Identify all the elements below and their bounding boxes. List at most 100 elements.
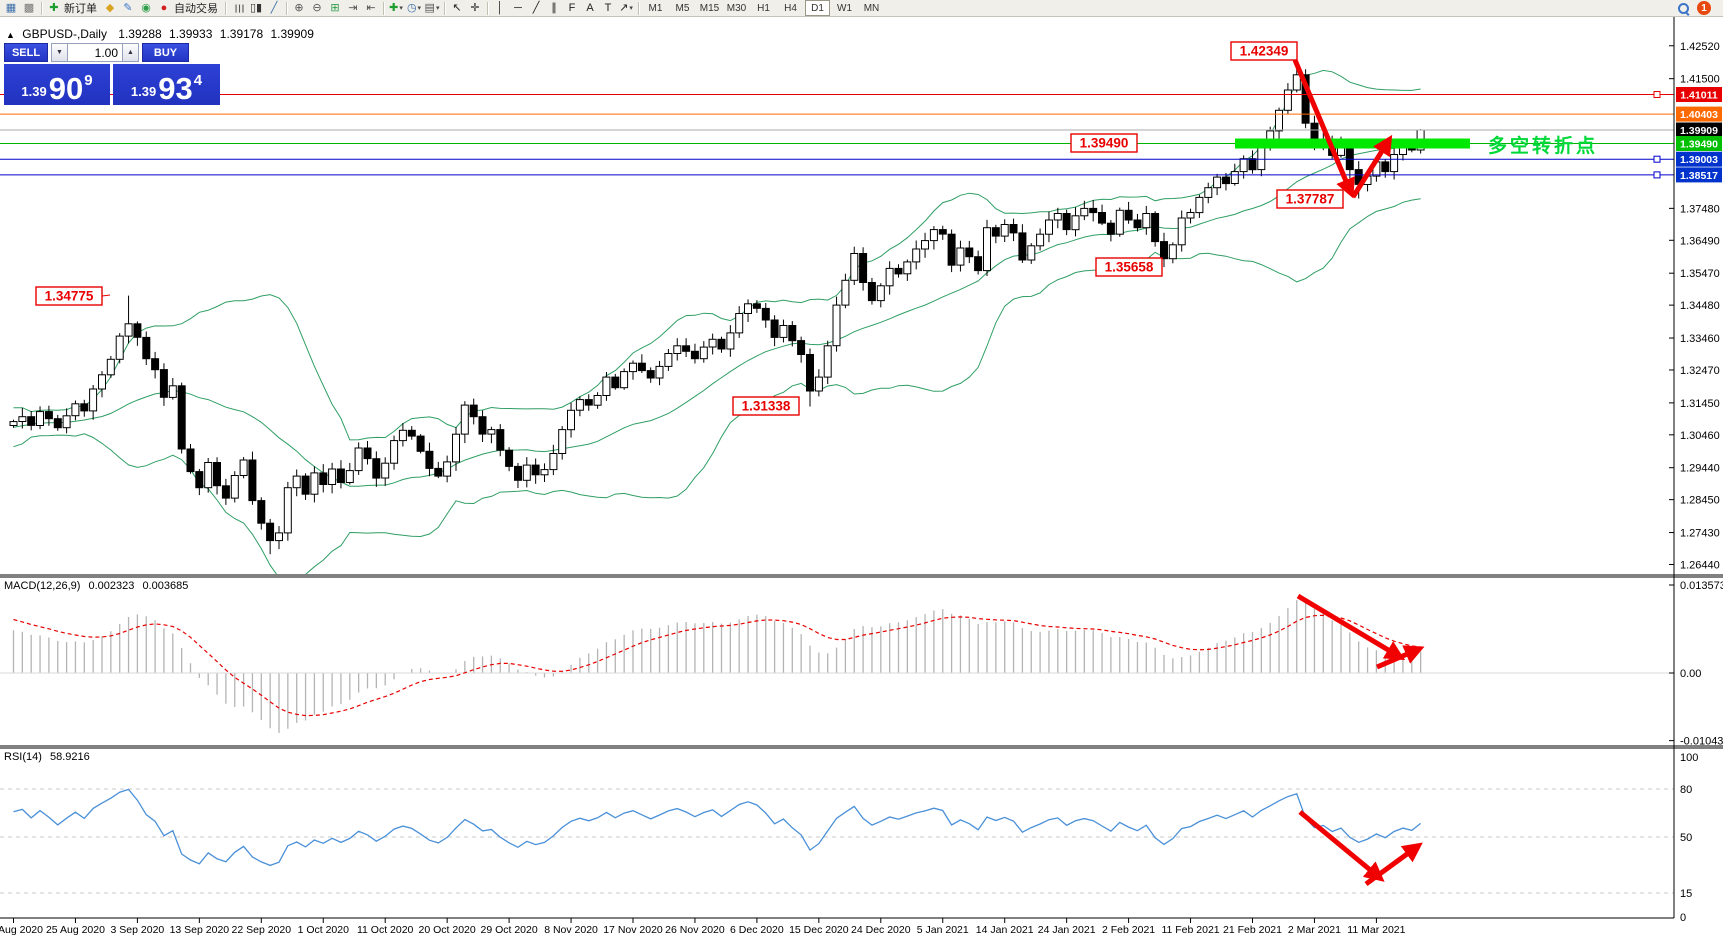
svg-text:1.30460: 1.30460 [1680, 430, 1720, 442]
sell-button[interactable]: SELL [4, 43, 48, 62]
new-chart-icon[interactable]: ▦ [5, 1, 17, 14]
timeframe-w1[interactable]: W1 [837, 2, 852, 14]
volume-input[interactable]: 1.00 [68, 43, 122, 62]
fibonacci-icon[interactable]: F [568, 1, 576, 14]
horizontal-level-lines[interactable]: 1.41011 1.40403 1.39909 1.39490 1.39003 1.385… [0, 87, 1722, 183]
support-zone[interactable] [1235, 138, 1470, 149]
buy-price-point: 4 [193, 72, 203, 89]
toolbar-separator [286, 1, 287, 15]
toolbar: ▦ ▩ ✚ 新订单 ◆ ✎ ◉ ● 自动交易 ☰ ▯▮ ╱ ⊕ ⊖ ⊞ ⇥ ⇤ ✚ ▾ ◷ ▾ ▤ ▾ ↖ ✛ │ ─ ╱ ∥ F A T ↗ ▾… [0, 0, 1723, 17]
svg-text:1.42349: 1.42349 [1240, 44, 1289, 59]
timeframe-h4[interactable]: H4 [784, 2, 797, 14]
chart-shift-icon[interactable]: ⇤ [366, 1, 376, 14]
bollinger-bands [13, 69, 1421, 574]
svg-text:11 Oct 2020: 11 Oct 2020 [357, 924, 414, 936]
autotrading-icon[interactable]: ● [160, 1, 168, 14]
panel-dividers[interactable] [0, 17, 1723, 919]
candlestick-icon[interactable]: ▯▮ [249, 1, 263, 14]
toolbar-separator [383, 1, 384, 15]
buy-price-figure: 1.39 [130, 84, 157, 99]
timeframe-h1[interactable]: H1 [757, 2, 770, 14]
svg-text:14 Jan 2021: 14 Jan 2021 [976, 924, 1034, 936]
buy-button[interactable]: BUY [142, 43, 189, 62]
svg-text:1.40403: 1.40403 [1680, 109, 1718, 121]
candles [9, 51, 1425, 555]
macd-signal-value: 0.003685 [142, 580, 189, 592]
crosshair-icon[interactable]: ✛ [470, 1, 480, 14]
timeframe-m30[interactable]: M30 [726, 2, 747, 14]
svg-text:0: 0 [1680, 912, 1686, 924]
svg-text:0.00: 0.00 [1680, 668, 1701, 680]
community-icon[interactable]: ✎ [123, 1, 133, 14]
price-drop-arrow[interactable] [1292, 59, 1355, 199]
zone-note-text[interactable]: 多空转折点 [1488, 136, 1599, 157]
metaeditor-icon[interactable]: ◆ [105, 1, 115, 14]
timeframe-mn[interactable]: MN [863, 2, 880, 14]
periods-icon[interactable]: ◷ ▾ [406, 1, 422, 14]
toolbar-separator [41, 1, 42, 15]
volume-decrease-button[interactable]: ▼ [51, 43, 68, 62]
collapse-triangle-icon[interactable]: ▲ [6, 30, 15, 40]
svg-text:1 Oct 2020: 1 Oct 2020 [298, 924, 350, 936]
autotrading-label[interactable]: 自动交易 [174, 3, 218, 15]
macd-drop-arrow[interactable] [1296, 593, 1406, 661]
text-icon[interactable]: A [586, 1, 594, 14]
svg-text:3 Sep 2020: 3 Sep 2020 [111, 924, 165, 936]
volume-increase-button[interactable]: ▲ [122, 43, 139, 62]
trend-arrows[interactable] [1292, 59, 1425, 887]
horizontal-line-icon[interactable]: ─ [514, 1, 522, 14]
svg-text:24 Jan 2021: 24 Jan 2021 [1038, 924, 1096, 936]
zoom-in-icon[interactable]: ⊕ [294, 1, 304, 14]
price-axis: 1.42520 1.41500 1.37480 1.36490 1.35470 1.344… [1669, 41, 1720, 571]
svg-text:1.27430: 1.27430 [1680, 528, 1720, 540]
svg-text:11 Mar 2021: 11 Mar 2021 [1347, 924, 1405, 936]
macd-histogram [0, 600, 1674, 733]
chevron-down-icon: ▾ [399, 4, 403, 12]
timeframe-toolbar: M1 M5 M15 M30 H1 H4 D1 W1 MN [642, 0, 885, 16]
svg-text:1.35658: 1.35658 [1105, 260, 1154, 275]
arrows-tool-icon[interactable]: ↗ ▾ [619, 1, 633, 14]
tile-windows-icon[interactable]: ⊞ [330, 1, 340, 14]
timeframe-m15[interactable]: M15 [699, 2, 720, 14]
price-callouts[interactable]: 1.347751.313381.356581.377871.423491.394… [35, 41, 1344, 416]
auto-scroll-icon[interactable]: ⇥ [348, 1, 358, 14]
trendline-icon[interactable]: ╱ [532, 1, 540, 14]
macd-rebound-arrow[interactable] [1376, 645, 1425, 670]
rsi-value: 58.9216 [49, 751, 90, 763]
cursor-icon[interactable]: ↖ [452, 1, 462, 14]
indicators-icon[interactable]: ✚ ▾ [389, 1, 403, 14]
rsi-drop-arrow[interactable] [1298, 810, 1385, 882]
svg-text:6 Dec 2020: 6 Dec 2020 [730, 924, 784, 936]
new-order-icon[interactable]: ✚ [49, 1, 59, 14]
timeframe-d1[interactable]: D1 [805, 0, 830, 16]
signals-icon[interactable]: ◉ [141, 1, 151, 14]
svg-text:24 Dec 2020: 24 Dec 2020 [851, 924, 911, 936]
sell-price-figure: 1.39 [21, 84, 47, 99]
buy-price[interactable]: 1.39 93 4 [113, 64, 220, 105]
equidistant-channel-icon[interactable]: ∥ [551, 1, 557, 14]
chevron-down-icon: ▾ [417, 4, 422, 12]
price-rebound-arrow[interactable] [1350, 134, 1393, 199]
vertical-line-icon[interactable]: │ [496, 1, 504, 14]
svg-text:0.013573: 0.013573 [1680, 580, 1723, 592]
svg-text:50: 50 [1680, 832, 1692, 844]
text-label-icon[interactable]: T [604, 1, 612, 14]
symbol-period: GBPUSD-,Daily [22, 27, 107, 41]
line-chart-icon[interactable]: ╱ [270, 1, 278, 14]
ohlc-close: 1.39909 [270, 27, 314, 41]
svg-text:13 Sep 2020: 13 Sep 2020 [170, 924, 230, 936]
timeframe-m5[interactable]: M5 [675, 2, 690, 14]
toolbar-separator [444, 1, 445, 15]
timeframe-m1[interactable]: M1 [648, 2, 663, 14]
data-window-icon[interactable]: ▩ [23, 1, 35, 14]
zoom-out-icon[interactable]: ⊖ [312, 1, 322, 14]
bar-chart-icon[interactable]: ☰ [232, 3, 245, 13]
svg-text:20 Oct 2020: 20 Oct 2020 [419, 924, 476, 936]
search-icon[interactable] [1678, 2, 1690, 16]
rsi-rebound-arrow[interactable] [1364, 842, 1423, 887]
new-order-label[interactable]: 新订单 [64, 3, 97, 15]
notifications-badge[interactable]: 1 [1697, 1, 1711, 15]
templates-icon[interactable]: ▤ ▾ [424, 1, 440, 14]
sell-price[interactable]: 1.39 90 9 [4, 64, 110, 105]
